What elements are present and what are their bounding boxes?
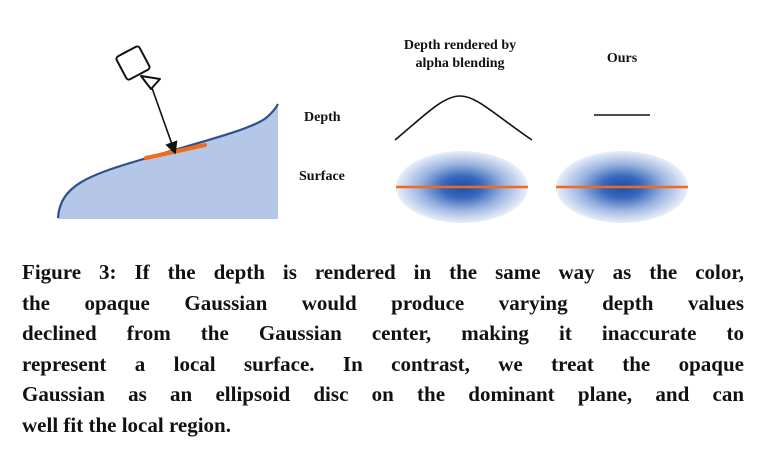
- caption-line: declined from the Gaussian center, makin…: [22, 321, 744, 345]
- col-alpha-title-line2: alpha blending: [415, 56, 504, 71]
- camera-icon: [115, 45, 161, 90]
- caption-line: represent a local surface. In contrast, …: [22, 351, 744, 376]
- figure-caption: Figure 3: If the depth is rendered in th…: [22, 257, 744, 440]
- col-alpha-title-line1: Depth rendered by: [404, 38, 516, 53]
- gaussian-alpha-blending: [396, 151, 528, 223]
- ray-arrow-icon: [151, 87, 178, 155]
- caption-line: well fit the local region.: [22, 412, 231, 437]
- surface-panel: [56, 45, 279, 219]
- row-depth-label: Depth: [304, 110, 341, 125]
- surface-shape: [58, 104, 278, 219]
- surface-outline: [56, 103, 279, 219]
- figure-illustration: Depth rendered by alpha blending Ours De…: [56, 38, 688, 223]
- col-ours-title: Ours: [607, 51, 638, 66]
- caption-line: Figure 3: If the depth is rendered in th…: [22, 260, 744, 284]
- depth-curve-alpha-blending: [394, 95, 533, 141]
- caption-line: Gaussian as an ellipsoid disc on the dom…: [22, 382, 744, 406]
- row-surface-label: Surface: [299, 169, 345, 184]
- gaussian-ours: [556, 151, 688, 223]
- caption-line: the opaque Gaussian would produce varyin…: [22, 290, 744, 315]
